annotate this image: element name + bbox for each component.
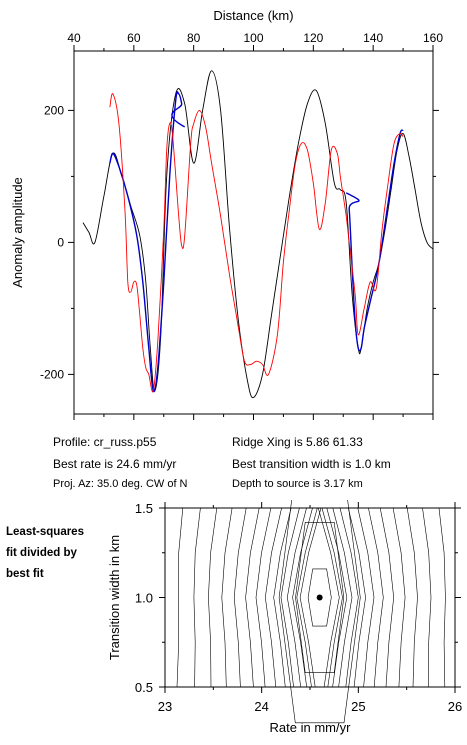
x-tick-label: 60 — [127, 31, 141, 45]
y-tick-label: 200 — [44, 103, 64, 117]
contour-line — [264, 507, 282, 688]
contour-line — [392, 507, 406, 688]
best-rate-text: Best rate is 24.6 mm/yr — [53, 457, 177, 471]
contour-line — [292, 507, 313, 688]
side-label-line: best fit — [6, 568, 44, 580]
anomaly-chart: 40 60 80 100 120 140 160 200 0 -200 Distance (km) A… — [10, 8, 443, 420]
contour-line — [348, 507, 366, 688]
x-tick-label: 100 — [243, 31, 263, 45]
x-tick-label: 120 — [303, 31, 323, 45]
y-tick-label: -200 — [40, 367, 64, 381]
contour-line — [245, 507, 260, 688]
side-label-line: Least-squares — [6, 526, 84, 538]
contour-line — [233, 507, 247, 688]
contour-line — [286, 507, 307, 688]
contour-line — [221, 507, 233, 688]
contour-line — [273, 507, 292, 688]
contour-line — [318, 507, 340, 688]
x-tick-label: 80 — [187, 31, 201, 45]
x-tick-label: 25 — [351, 699, 365, 714]
contour-line — [406, 507, 418, 688]
profile-text: Profile: cr_russ.p55 — [53, 435, 157, 449]
contour-line — [307, 568, 332, 627]
contour-line — [438, 507, 446, 688]
side-label: Least-squares fit divided by best fit — [6, 522, 106, 585]
contour-line — [296, 507, 318, 688]
ridge-xing-text: Ridge Xing is 5.86 61.33 — [232, 435, 363, 449]
x-tick-label: 140 — [363, 31, 383, 45]
contour-line — [321, 507, 343, 688]
contour-line — [295, 522, 345, 673]
x-axis-label: Rate in mm/yr — [270, 720, 352, 735]
contour-line — [278, 500, 361, 724]
best-fit-point — [316, 594, 323, 601]
contour-line — [368, 507, 384, 688]
side-label-line: fit divided by — [6, 547, 77, 559]
series-line — [109, 93, 404, 393]
contour-line — [379, 507, 395, 688]
misfit-contour-chart: 23 24 25 26 1.5 1.0 0.5 Rate in mm/yr Transition… — [107, 500, 462, 735]
contour-line — [193, 507, 201, 688]
x-axis-label: Distance (km) — [213, 8, 293, 23]
proj-az-text: Proj. Az: 35.0 deg. CW of N — [53, 478, 188, 490]
contour-line — [299, 507, 322, 688]
y-tick-label: 0.5 — [135, 680, 153, 695]
plot-frame — [73, 50, 434, 415]
contour-line — [176, 507, 184, 688]
series-line — [82, 70, 434, 399]
y-axis-label: Anomaly amplitude — [10, 177, 25, 288]
x-tick-label: 40 — [67, 31, 81, 45]
y-tick-label: 1.0 — [135, 591, 153, 606]
x-tick-label: 26 — [448, 699, 462, 714]
contour-line — [332, 507, 353, 688]
x-tick-label: 160 — [423, 31, 443, 45]
contour-line — [357, 507, 375, 688]
x-tick-label: 24 — [254, 699, 268, 714]
series-line — [109, 91, 404, 393]
y-tick-label: 1.5 — [135, 501, 153, 516]
contour-line — [255, 507, 272, 688]
y-axis-label: Transition width in km — [107, 535, 122, 660]
y-tick-label: 0 — [57, 235, 64, 249]
contour-line — [422, 507, 432, 688]
contour-line — [339, 507, 359, 688]
depth-text: Depth to source is 3.17 km — [232, 478, 363, 490]
x-tick-label: 23 — [158, 699, 172, 714]
contour-line — [208, 507, 218, 688]
best-transition-text: Best transition width is 1.0 km — [232, 457, 391, 471]
contour-line — [326, 507, 348, 688]
contour-line — [280, 507, 300, 688]
